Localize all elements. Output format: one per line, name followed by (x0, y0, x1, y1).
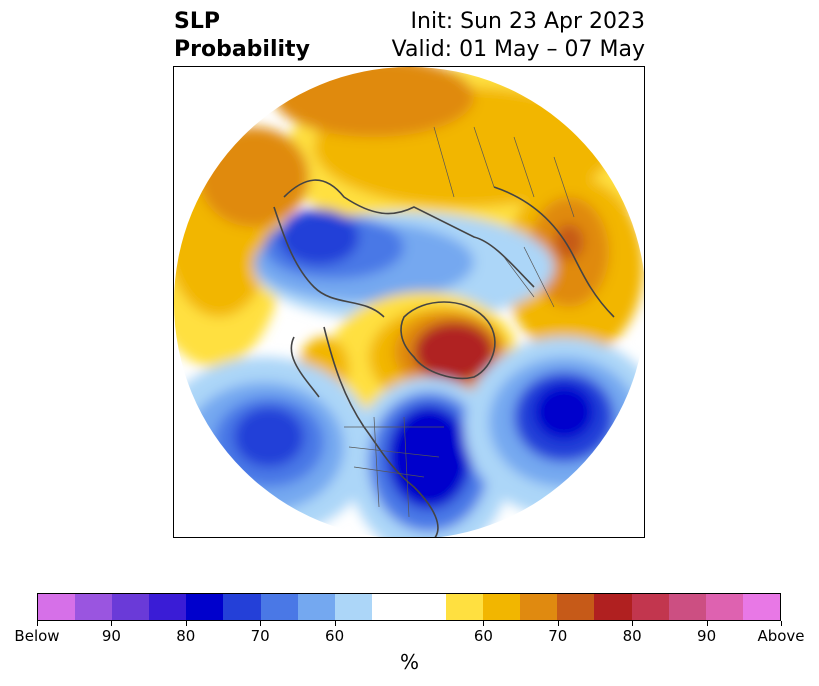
chart-title-right: Init: Sun 23 Apr 2023 Valid: 01 May – 07… (392, 8, 645, 64)
colorbar-tick-mark (334, 621, 336, 626)
colorbar-segment (297, 594, 335, 620)
colorbar-tick-mark (781, 621, 782, 626)
colorbar-segment (75, 594, 113, 620)
colorbar-tick-label: Above (757, 627, 805, 645)
colorbar-segment (631, 594, 669, 620)
colorbar-segment (594, 594, 632, 620)
colorbar-tick-label: 70 (250, 627, 270, 645)
colorbar-segment (446, 594, 484, 620)
borders (344, 126, 575, 518)
title-type: Probability (174, 37, 310, 62)
colorbar-tick-label: Below (14, 627, 60, 645)
colorbar-tick-mark (185, 621, 187, 626)
colorbar (37, 593, 781, 621)
colorbar-segment (186, 594, 224, 620)
colorbar-tick-mark (632, 621, 634, 626)
colorbar-segment (408, 594, 447, 620)
map-svg (174, 67, 644, 537)
colorbar-segment (557, 594, 595, 620)
colorbar-segment (483, 594, 521, 620)
colorbar-segment (705, 594, 743, 620)
colorbar-segment (334, 594, 372, 620)
chart-title-left: SLP Probability (174, 8, 310, 64)
title-variable: SLP (174, 9, 220, 34)
polar-map (173, 66, 645, 538)
colorbar-segment (260, 594, 298, 620)
colorbar-tick-mark (706, 621, 708, 626)
colorbar-tick-mark (111, 621, 113, 626)
colorbar-segment (742, 594, 780, 620)
title-init-date: Init: Sun 23 Apr 2023 (410, 9, 645, 34)
colorbar-tick-label: 60 (473, 627, 493, 645)
colorbar-segment (223, 594, 261, 620)
colorbar-tick-label: 80 (622, 627, 642, 645)
colorbar-tick-label: 90 (697, 627, 717, 645)
colorbar-tick-label: 70 (548, 627, 568, 645)
colorbar-segment (371, 594, 409, 620)
colorbar-tick-mark (483, 621, 485, 626)
colorbar-tick-label: 60 (325, 627, 345, 645)
title-valid-range: Valid: 01 May – 07 May (391, 37, 645, 62)
colorbar-tick-mark (260, 621, 262, 626)
colorbar-segment (149, 594, 187, 620)
colorbar-tick-label: 80 (176, 627, 196, 645)
colorbar-tick-label: 90 (101, 627, 121, 645)
colorbar-unit-label: % (399, 650, 419, 674)
colorbar-segment (520, 594, 558, 620)
colorbar-segment (38, 594, 76, 620)
colorbar-tick-mark (557, 621, 559, 626)
colorbar-tick-mark (37, 621, 38, 626)
colorbar-segment (668, 594, 706, 620)
colorbar-segment (112, 594, 150, 620)
